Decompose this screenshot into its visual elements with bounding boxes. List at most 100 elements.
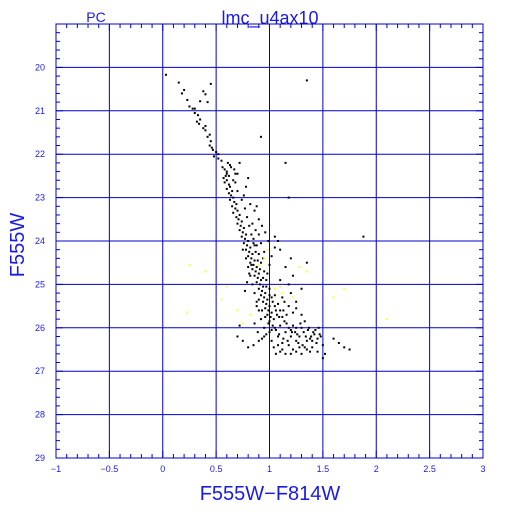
star-point: [279, 324, 282, 327]
star-point: [227, 192, 230, 195]
star-point: [243, 207, 246, 210]
star-point: [251, 283, 254, 286]
star-point: [202, 127, 205, 130]
star-point: [324, 352, 327, 355]
star-point: [195, 120, 198, 123]
star-point: [314, 328, 317, 331]
highlight-star-point: [343, 287, 346, 290]
y-tick-labels: 20 21 22 23 24 25 26 27 28 29: [35, 62, 45, 463]
star-point: [199, 100, 202, 103]
star-point: [252, 237, 255, 240]
star-point: [238, 161, 241, 164]
star-point: [264, 307, 267, 310]
star-point: [261, 224, 264, 227]
star-point: [316, 337, 319, 340]
star-point: [263, 270, 266, 273]
star-point: [227, 174, 230, 177]
star-point: [233, 200, 236, 203]
y-tick-label: 27: [35, 366, 45, 376]
star-point: [261, 289, 264, 292]
star-point: [295, 307, 298, 310]
star-point: [234, 181, 237, 184]
highlight-star-point: [332, 296, 335, 299]
star-point: [231, 205, 234, 208]
star-point: [263, 335, 266, 338]
star-point: [232, 179, 235, 182]
star-point: [249, 274, 252, 277]
x-tick-label: 2: [374, 464, 379, 474]
highlight-star-point: [225, 285, 228, 288]
star-point: [275, 313, 278, 316]
star-point: [277, 344, 280, 347]
star-point: [272, 318, 275, 321]
star-point: [265, 285, 268, 288]
star-point: [183, 88, 186, 91]
highlight-star-point: [281, 292, 284, 295]
star-point: [233, 168, 236, 171]
star-point: [240, 220, 243, 223]
star-point: [259, 318, 262, 321]
y-tick-label: 26: [35, 323, 45, 333]
star-point: [251, 268, 254, 271]
star-point: [265, 279, 268, 282]
star-point: [311, 346, 314, 349]
star-point: [261, 337, 264, 340]
star-point: [264, 315, 267, 318]
star-point: [266, 298, 269, 301]
star-point: [255, 281, 258, 284]
star-point: [268, 331, 271, 334]
star-point: [284, 266, 287, 269]
star-point: [312, 331, 315, 334]
star-point: [212, 155, 215, 158]
star-point: [291, 324, 294, 327]
star-point: [287, 326, 290, 329]
star-point: [253, 292, 256, 295]
star-point: [180, 92, 183, 95]
star-point: [245, 257, 248, 260]
highlight-star-point: [266, 248, 269, 251]
star-point: [259, 279, 262, 282]
star-point: [247, 255, 250, 258]
star-point: [296, 333, 299, 336]
star-point: [279, 279, 282, 282]
star-point: [291, 348, 294, 351]
star-point: [265, 333, 268, 336]
star-point: [268, 305, 271, 308]
star-point: [253, 259, 256, 262]
x-tick-label: 2.5: [423, 464, 436, 474]
star-point: [254, 250, 257, 253]
star-point: [300, 352, 303, 355]
star-point: [206, 101, 209, 104]
star-point: [281, 315, 284, 318]
star-point: [257, 309, 260, 312]
star-point: [290, 331, 293, 334]
star-point: [298, 346, 301, 349]
y-axis-label: F555W: [7, 213, 29, 278]
star-point: [251, 253, 254, 256]
star-point: [223, 181, 226, 184]
star-point: [259, 294, 262, 297]
star-point: [188, 105, 191, 108]
star-point: [242, 194, 245, 197]
star-point: [266, 313, 269, 316]
star-point: [255, 244, 258, 247]
camera-label: PC: [86, 9, 105, 25]
x-tick-label: 0.5: [210, 464, 223, 474]
star-point: [270, 255, 273, 258]
star-point: [246, 244, 249, 247]
star-point: [262, 285, 265, 288]
star-point: [253, 244, 256, 247]
star-point: [193, 111, 196, 114]
star-point: [257, 233, 260, 236]
star-point: [236, 222, 239, 225]
star-point: [302, 331, 305, 334]
y-tick-label: 25: [35, 279, 45, 289]
star-point: [257, 287, 260, 290]
star-point: [303, 320, 306, 323]
star-point: [252, 263, 255, 266]
grid-lines: [56, 24, 483, 458]
star-point: [236, 209, 239, 212]
star-point: [295, 350, 298, 353]
star-point: [234, 172, 237, 175]
star-point: [230, 194, 233, 197]
